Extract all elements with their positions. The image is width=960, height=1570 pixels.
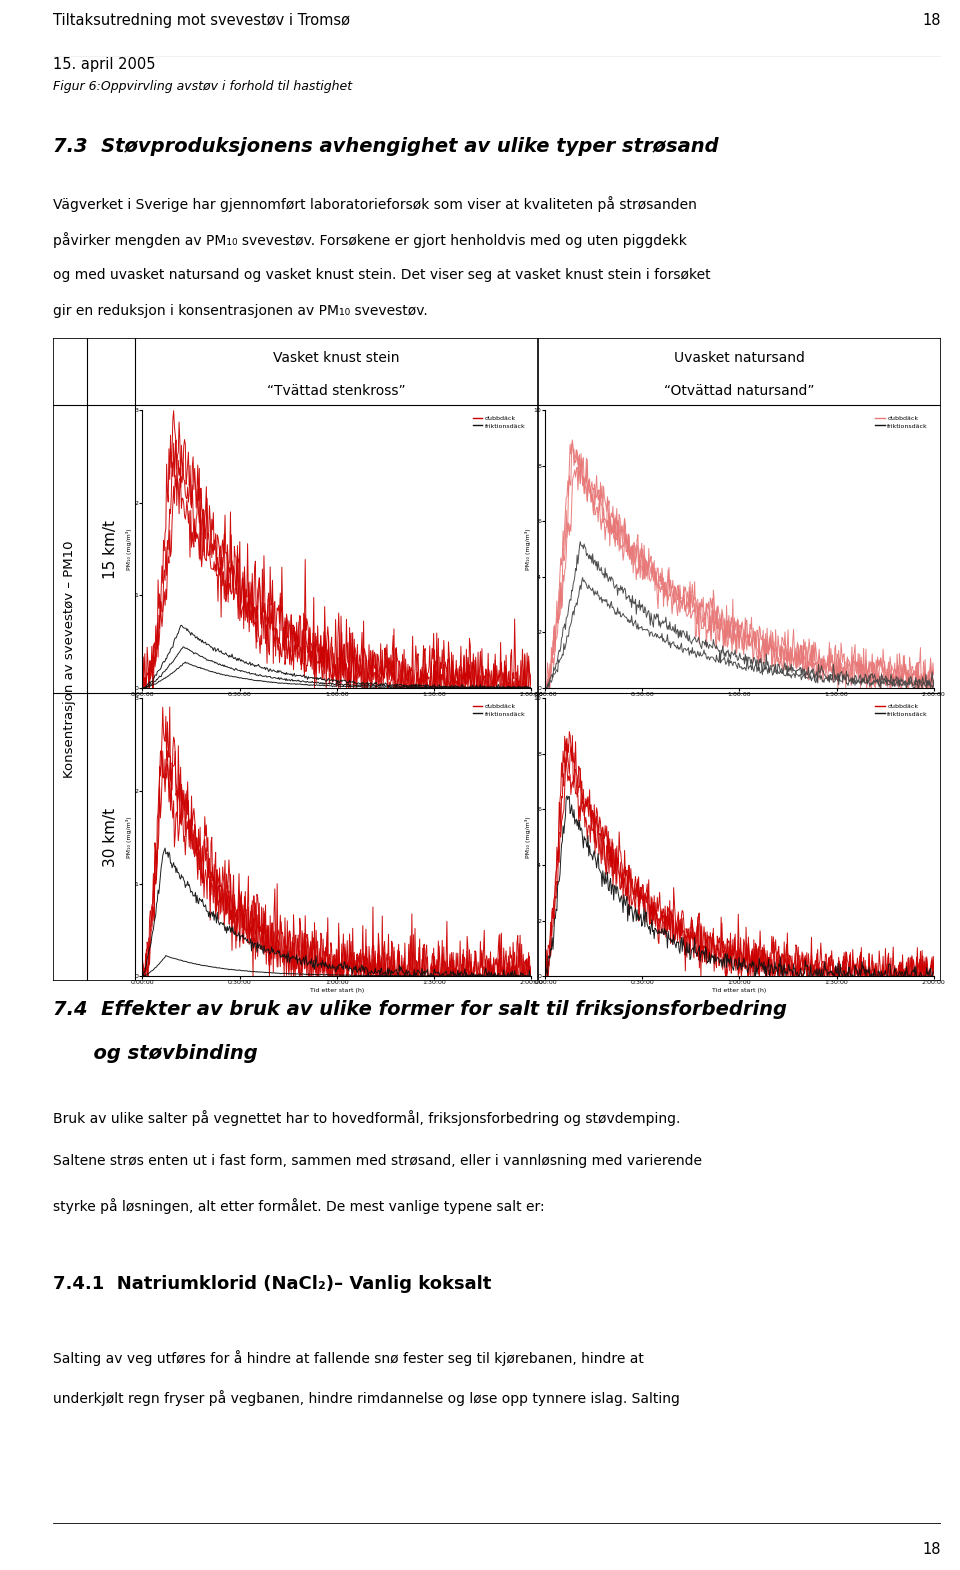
Text: “Otvättad natursand”: “Otvättad natursand” [664,383,815,397]
Text: 18: 18 [923,1542,941,1557]
Legend: dubbdäck, friktionsdäck: dubbdäck, friktionsdäck [873,702,930,719]
X-axis label: Tid etter start (h): Tid etter start (h) [712,988,767,994]
X-axis label: Tid etter start (h): Tid etter start (h) [712,700,767,705]
Text: Bruk av ulike salter på vegnettet har to hovedformål, friksjonsforbedring og stø: Bruk av ulike salter på vegnettet har to… [53,1110,681,1126]
Text: styrke på løsningen, alt etter formålet. De mest vanlige typene salt er:: styrke på løsningen, alt etter formålet.… [53,1198,544,1214]
X-axis label: Tid etter start (h): Tid etter start (h) [310,700,364,705]
Y-axis label: PM₁₀ (mg/m³): PM₁₀ (mg/m³) [524,529,531,570]
Y-axis label: PM₁₀ (mg/m³): PM₁₀ (mg/m³) [126,816,132,859]
Text: Uvasket natursand: Uvasket natursand [674,352,804,366]
Text: Saltene strøs enten ut i fast form, sammen med strøsand, eller i vannløsning med: Saltene strøs enten ut i fast form, samm… [53,1154,702,1168]
Text: 7.4  Effekter av bruk av ulike former for salt til friksjonsforbedring: 7.4 Effekter av bruk av ulike former for… [53,1000,787,1019]
Text: Vasket knust stein: Vasket knust stein [274,352,400,366]
X-axis label: Tid etter start (h): Tid etter start (h) [310,988,364,994]
Text: Vägverket i Sverige har gjennomført laboratorieforsøk som viser at kvaliteten på: Vägverket i Sverige har gjennomført labo… [53,196,697,212]
Legend: dubbdäck, friktionsdäck: dubbdäck, friktionsdäck [470,702,528,719]
Y-axis label: PM₁₀ (mg/m³): PM₁₀ (mg/m³) [126,529,132,570]
Text: 15. april 2005: 15. april 2005 [53,57,156,72]
Text: 30 km/t: 30 km/t [104,807,118,867]
Text: gir en reduksjon i konsentrasjonen av PM₁₀ svevestøv.: gir en reduksjon i konsentrasjonen av PM… [53,305,427,319]
Text: 18: 18 [923,13,941,28]
Text: 15 km/t: 15 km/t [104,520,118,579]
Text: “Tvättad stenkross”: “Tvättad stenkross” [268,383,406,397]
Text: og med uvasket natursand og vasket knust stein. Det viser seg at vasket knust st: og med uvasket natursand og vasket knust… [53,268,710,283]
Y-axis label: PM₁₀ (mg/m³): PM₁₀ (mg/m³) [524,816,531,859]
Text: Konsentrasjon av svevestøv – PM10: Konsentrasjon av svevestøv – PM10 [63,540,76,779]
Text: 7.3  Støvproduksjonens avhengighet av ulike typer strøsand: 7.3 Støvproduksjonens avhengighet av uli… [53,137,718,155]
Legend: dubbdäck, friktionsdäck: dubbdäck, friktionsdäck [470,413,528,432]
Text: påvirker mengden av PM₁₀ svevestøv. Forsøkene er gjort henholdvis med og uten pi: påvirker mengden av PM₁₀ svevestøv. Fors… [53,232,686,248]
Text: underkjølt regn fryser på vegbanen, hindre rimdannelse og løse opp tynnere islag: underkjølt regn fryser på vegbanen, hind… [53,1389,680,1407]
Legend: dubbdäck, friktionsdäck: dubbdäck, friktionsdäck [873,413,930,432]
Text: 7.4.1  Natriumklorid (NaCl₂)– Vanlig koksalt: 7.4.1 Natriumklorid (NaCl₂)– Vanlig koks… [53,1275,492,1292]
Text: Salting av veg utføres for å hindre at fallende snø fester seg til kjørebanen, h: Salting av veg utføres for å hindre at f… [53,1350,643,1366]
Text: Figur 6:Oppvirvling avstøv i forhold til hastighet: Figur 6:Oppvirvling avstøv i forhold til… [53,80,352,93]
Text: Tiltaksutredning mot svevestøv i Tromsø: Tiltaksutredning mot svevestøv i Tromsø [53,13,349,28]
Text: og støvbinding: og støvbinding [53,1044,257,1063]
